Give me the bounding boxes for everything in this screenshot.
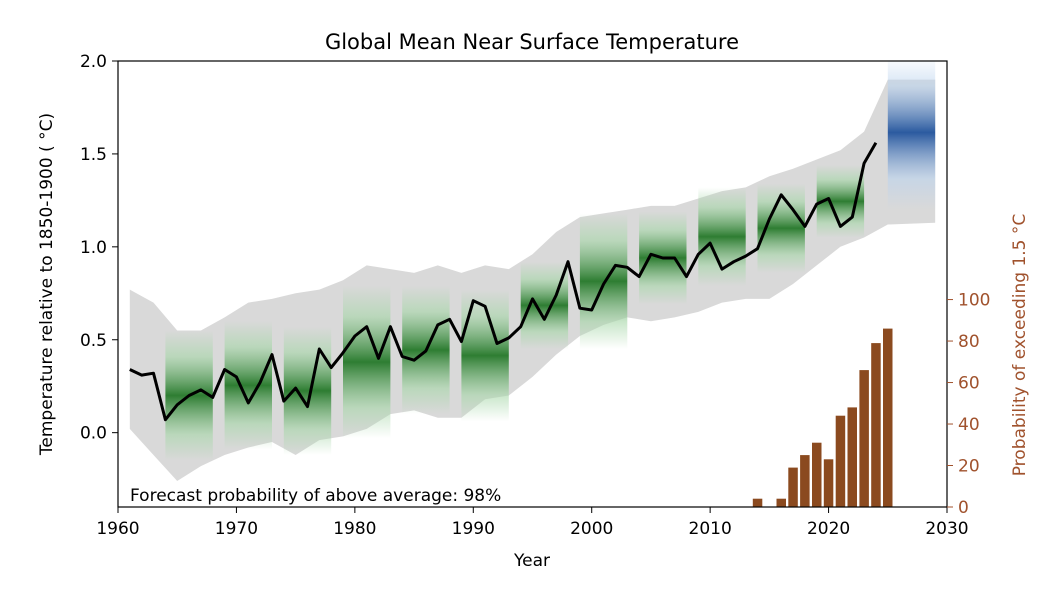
probability-bars: [752, 328, 893, 507]
probability-bar: [871, 343, 881, 507]
probability-bar: [752, 498, 763, 507]
x-tick-label: 2000: [570, 519, 613, 539]
hindcast-block: [343, 285, 391, 439]
x-tick-label: 1960: [96, 519, 139, 539]
y-tick-label: 1.5: [80, 145, 107, 165]
x-tick-label: 2030: [925, 519, 968, 539]
x-tick-label: 2010: [689, 519, 732, 539]
y-tick-label: 1.0: [80, 238, 107, 258]
probability-bar: [835, 415, 846, 507]
x-axis-label: Year: [513, 551, 550, 571]
chart-title: Global Mean Near Surface Temperature: [325, 30, 739, 54]
y2-tick-label: 60: [958, 374, 980, 394]
probability-bar: [847, 407, 857, 507]
probability-bar: [812, 442, 822, 507]
y2-tick-label: 20: [958, 457, 980, 477]
y-tick-label: 2.0: [80, 52, 107, 72]
y2-tick-label: 0: [958, 498, 969, 518]
hindcast-block: [224, 321, 272, 450]
y-tick-label: 0.5: [80, 331, 107, 351]
forecast-block: [887, 61, 936, 210]
y-axis: 0.0 0.5 1.0 1.5 2.0: [80, 52, 118, 444]
hindcast-block: [698, 187, 746, 286]
x-tick-label: 1970: [215, 519, 258, 539]
hindcast-blocks: [165, 61, 936, 461]
x-axis: 1960 1970 1980 1990 2000 2010 2020 2030: [96, 507, 969, 539]
probability-bar: [800, 455, 810, 507]
probability-bar: [883, 328, 893, 507]
x-tick-label: 1990: [452, 519, 495, 539]
y2-axis: 0 20 40 60 80 100: [947, 291, 990, 518]
plot-frame: [117, 60, 948, 508]
probability-bar: [788, 467, 798, 507]
observed-line: [129, 142, 878, 422]
observed-series: [129, 142, 878, 422]
x-tick-label: 1980: [333, 519, 376, 539]
probability-bar: [776, 498, 786, 507]
probability-bar: [859, 370, 869, 507]
y2-tick-label: 100: [958, 291, 990, 311]
y2-axis-label: Probability of exceeding 1.5 °C: [1010, 214, 1030, 477]
y-axis-label: Temperature relative to 1850-1900 ( °C): [37, 113, 57, 456]
hindcast-block: [520, 261, 569, 349]
y2-tick-label: 40: [958, 415, 980, 435]
x-tick-label: 2020: [807, 519, 850, 539]
y-tick-label: 0.0: [80, 424, 107, 444]
hindcast-block: [283, 326, 332, 455]
forecast-probability-annotation: Forecast probability of above average: 9…: [130, 486, 501, 506]
probability-bar: [823, 459, 834, 507]
y2-tick-label: 80: [958, 332, 980, 352]
